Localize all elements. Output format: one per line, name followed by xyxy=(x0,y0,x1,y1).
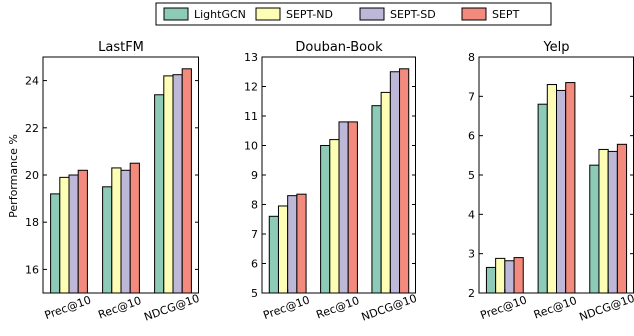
y-tick-1-8: 13 xyxy=(244,51,258,64)
bar-2-0-1 xyxy=(495,257,506,294)
bar-1-2-2 xyxy=(389,71,401,294)
y-tick-1-7: 12 xyxy=(244,81,258,94)
bar-0-1-3 xyxy=(129,162,140,294)
y-tick-0-3: 22 xyxy=(25,122,39,135)
bar-0-2-1 xyxy=(163,75,174,294)
bar-0-0-1 xyxy=(59,176,70,294)
x-tick-1-1: Rec@10 xyxy=(314,294,361,322)
panel-title-2: Yelp xyxy=(542,40,569,55)
bar-0-1-2 xyxy=(120,169,131,294)
y-tick-1-0: 5 xyxy=(251,287,258,300)
bar-0-1-1 xyxy=(111,167,122,294)
bar-2-1-1 xyxy=(546,84,557,294)
bar-2-0-0 xyxy=(485,266,497,294)
bar-2-0-3 xyxy=(513,257,524,294)
bar-1-0-3 xyxy=(296,193,307,294)
y-tick-2-3: 5 xyxy=(468,169,475,182)
bar-0-0-3 xyxy=(77,169,88,294)
legend-swatch-2 xyxy=(359,7,385,21)
legend-swatch-1 xyxy=(255,7,281,21)
y-tick-1-3: 8 xyxy=(251,199,258,212)
bar-2-2-1 xyxy=(598,148,609,294)
y-tick-1-4: 9 xyxy=(251,169,258,182)
bar-0-2-3 xyxy=(181,68,192,294)
y-tick-2-0: 2 xyxy=(468,287,475,300)
x-tick-0-0: Prec@10 xyxy=(43,293,93,322)
bar-0-0-2 xyxy=(68,174,79,294)
legend-label-3: SEPT xyxy=(492,8,520,21)
y-tick-2-5: 7 xyxy=(468,90,475,103)
y-tick-1-6: 11 xyxy=(244,110,258,123)
bar-1-1-3 xyxy=(347,121,358,294)
x-tick-1-0: Prec@10 xyxy=(261,293,311,322)
y-tick-2-4: 6 xyxy=(468,130,475,143)
y-tick-2-6: 8 xyxy=(468,51,475,64)
legend-label-1: SEPT-ND xyxy=(286,8,333,21)
panel-title-0: LastFM xyxy=(98,40,144,55)
bar-1-0-0 xyxy=(268,215,279,294)
y-tick-1-2: 7 xyxy=(251,228,258,241)
bar-1-2-0 xyxy=(371,105,382,294)
bar-1-1-1 xyxy=(329,139,340,294)
y-tick-0-0: 16 xyxy=(25,263,39,276)
legend-label-0: LightGCN xyxy=(194,8,246,21)
y-axis-label: Performance % xyxy=(7,134,20,218)
bar-1-0-2 xyxy=(287,195,298,294)
bar-0-2-0 xyxy=(154,94,165,294)
bar-1-0-1 xyxy=(277,205,289,294)
bar-2-2-3 xyxy=(616,143,628,294)
panel-frame-0 xyxy=(42,56,199,294)
bar-1-2-1 xyxy=(380,91,391,294)
bar-0-0-0 xyxy=(50,193,61,294)
y-tick-1-1: 6 xyxy=(251,258,258,271)
legend-label-2: SEPT-SD xyxy=(390,8,436,21)
panel-title-1: Douban-Book xyxy=(295,40,383,55)
bar-0-1-0 xyxy=(102,186,113,294)
x-tick-2-1: Rec@10 xyxy=(532,294,579,322)
bar-0-2-2 xyxy=(172,74,183,294)
bar-2-0-2 xyxy=(504,260,515,294)
y-tick-0-2: 20 xyxy=(25,169,39,182)
legend-swatch-3 xyxy=(461,7,487,21)
legend-swatch-0 xyxy=(163,7,189,21)
x-tick-0-1: Rec@10 xyxy=(96,294,143,322)
bar-2-1-2 xyxy=(556,89,567,294)
bar-2-1-3 xyxy=(565,82,576,294)
y-tick-2-1: 3 xyxy=(468,248,475,261)
y-tick-2-2: 4 xyxy=(468,208,475,221)
bar-2-1-0 xyxy=(537,103,548,294)
bar-1-1-2 xyxy=(338,121,349,294)
y-tick-0-1: 18 xyxy=(25,216,39,229)
y-tick-1-5: 10 xyxy=(244,140,258,153)
x-tick-0-2: NDCG@10 xyxy=(142,292,201,324)
y-tick-0-4: 24 xyxy=(25,75,39,88)
x-tick-2-0: Prec@10 xyxy=(479,293,529,322)
bar-2-2-2 xyxy=(607,150,618,294)
x-tick-2-2: NDCG@10 xyxy=(578,292,634,324)
x-tick-1-2: NDCG@10 xyxy=(360,292,419,324)
bar-1-1-0 xyxy=(320,145,331,294)
legend-frame xyxy=(155,2,552,26)
panel-frame-1 xyxy=(261,56,416,294)
bar-1-2-3 xyxy=(399,68,410,294)
bar-2-2-0 xyxy=(589,164,600,294)
